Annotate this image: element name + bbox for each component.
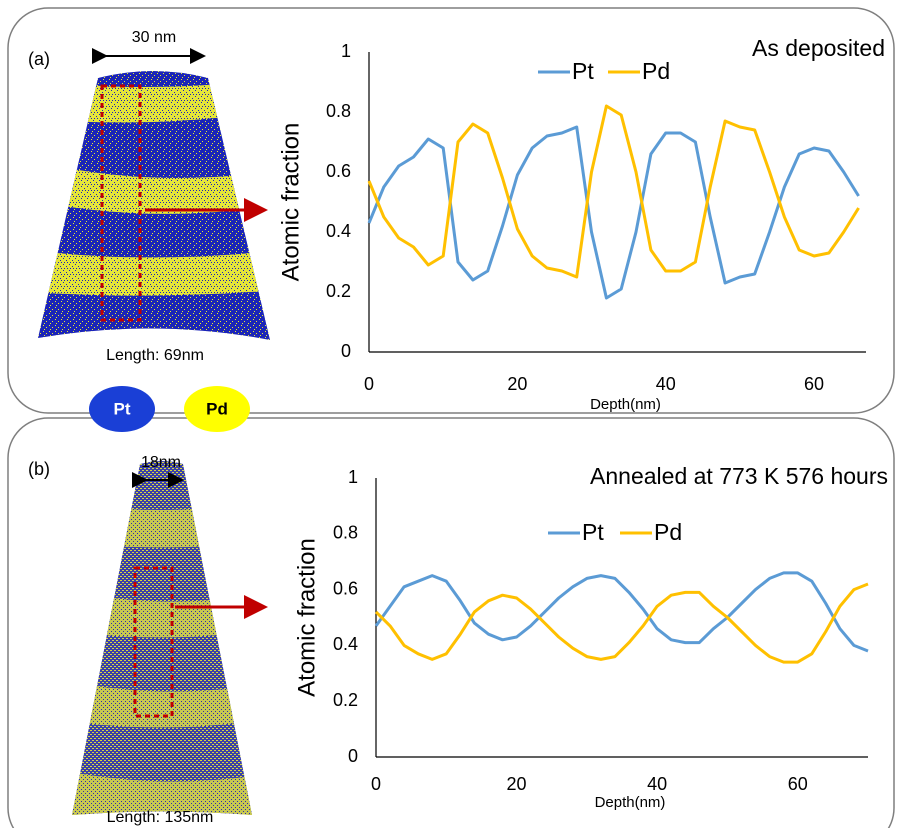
element-badge (184, 386, 250, 432)
roi-box (133, 566, 174, 718)
atom-map (38, 71, 270, 340)
x-axis-label: Depth(nm) (595, 794, 666, 811)
series-line (367, 104, 860, 279)
x-tick-label: 20 (507, 374, 527, 394)
x-tick-label: 20 (507, 774, 527, 794)
y-tick-label: 0.2 (333, 690, 358, 710)
chart-title: Annealed at 773 K 576 hours (590, 463, 888, 489)
roi-box (100, 84, 142, 322)
panel-label: (b) (28, 459, 50, 479)
legend-label: Pd (642, 58, 670, 84)
legend-label: Pd (654, 519, 682, 545)
element-label: Pt (114, 399, 131, 418)
chart-title: As deposited (752, 35, 885, 61)
y-axis-label: Atomic fraction (293, 538, 320, 697)
x-tick-label: 60 (804, 374, 824, 394)
series-line (374, 582, 869, 664)
y-axis-label: Atomic fraction (277, 123, 304, 282)
y-tick-label: 0.8 (333, 523, 358, 543)
y-tick-label: 1 (348, 467, 358, 487)
atom-map (72, 461, 252, 815)
series-line (367, 125, 860, 300)
x-tick-label: 0 (364, 374, 374, 394)
y-tick-label: 0.8 (326, 101, 351, 121)
scale-label: 30 nm (132, 29, 176, 46)
legend-label: Pt (582, 519, 604, 545)
x-tick-label: 40 (647, 774, 667, 794)
panel-label: (a) (28, 49, 50, 69)
y-tick-label: 0.6 (326, 161, 351, 181)
y-tick-label: 0.4 (326, 221, 351, 241)
legend-label: Pt (572, 58, 594, 84)
y-tick-label: 0.2 (326, 281, 351, 301)
y-tick-label: 0.4 (333, 634, 358, 654)
y-tick-label: 0 (341, 341, 351, 361)
x-tick-label: 0 (371, 774, 381, 794)
y-tick-label: 0.6 (333, 578, 358, 598)
length-label: Length: 135nm (107, 809, 214, 826)
panel-frame (7, 7, 895, 414)
element-label: Pd (206, 399, 228, 418)
panel-frame (7, 417, 895, 828)
scale-label: 18nm (141, 454, 181, 471)
x-axis-label: Depth(nm) (590, 396, 661, 413)
length-label: Length: 69nm (106, 347, 204, 364)
element-badge (89, 386, 155, 432)
y-tick-label: 1 (341, 41, 351, 61)
x-tick-label: 40 (656, 374, 676, 394)
series-line (374, 571, 869, 653)
x-tick-label: 60 (788, 774, 808, 794)
y-tick-label: 0 (348, 746, 358, 766)
